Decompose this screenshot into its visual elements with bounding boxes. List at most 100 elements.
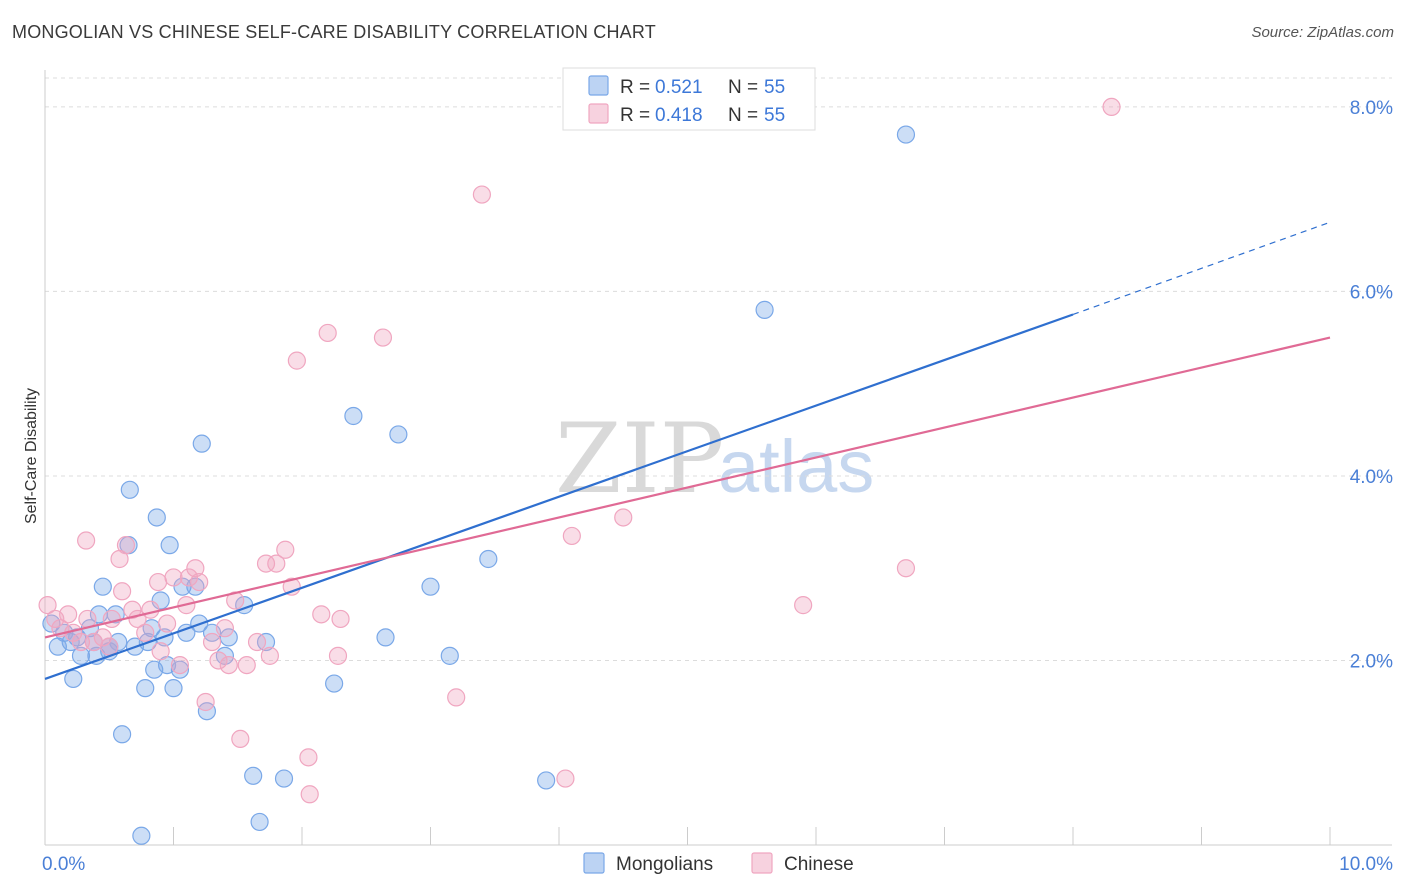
legend-r-label-chinese: R =: [620, 105, 650, 126]
chinese-point: [157, 614, 177, 633]
chinese-point: [100, 637, 119, 656]
chinese-point: [102, 609, 121, 629]
mongolians-point: [136, 679, 155, 698]
chinese-point: [190, 572, 209, 592]
chinese-point: [447, 688, 466, 707]
chinese-point: [78, 609, 97, 629]
bottom-legend-swatch-chinese: [751, 852, 773, 874]
y-axis-label: Self-Care Disability: [23, 388, 40, 524]
source-label: Source: ZipAtlas.com: [1251, 24, 1394, 41]
chinese-point: [116, 536, 136, 555]
bottom-legend: Mongolians Chinese: [583, 852, 854, 875]
mongolians-point: [160, 536, 179, 555]
chinese-point: [267, 554, 286, 573]
chinese-trend-line: [44, 336, 1331, 639]
chinese-point: [373, 328, 393, 347]
trend-lines: [44, 221, 1331, 680]
mongolians-point: [274, 769, 294, 788]
chinese-point: [318, 323, 337, 343]
legend-n-value-mongolians: 55: [764, 77, 785, 98]
chinese-point: [331, 609, 350, 629]
chinese-point: [219, 655, 238, 675]
bottom-legend-mongolians: Mongolians: [616, 854, 713, 875]
mongolians-point: [215, 646, 234, 665]
chinese-point: [151, 642, 170, 661]
chinese-point: [562, 526, 581, 546]
chinese-point: [299, 748, 318, 767]
mongolians-point: [479, 549, 498, 569]
mongolians-point: [376, 628, 395, 647]
mongolians-point: [164, 679, 183, 698]
y-tick-label: 4.0%: [1350, 467, 1393, 488]
mongolians-point: [147, 508, 166, 527]
chinese-point: [794, 596, 813, 615]
mongolians-point: [132, 826, 151, 845]
x-tick-label: 0.0%: [42, 854, 85, 875]
mongolians-point: [93, 577, 112, 596]
chinese-point: [196, 692, 215, 712]
chinese-point: [1102, 97, 1121, 117]
chinese-point: [209, 651, 228, 670]
chinese-point: [179, 568, 199, 587]
chinese-point: [59, 605, 78, 624]
legend-swatch-chinese: [588, 103, 609, 124]
chinese-point: [215, 619, 234, 638]
chinese-point: [312, 605, 331, 624]
bottom-legend-chinese: Chinese: [784, 854, 854, 875]
top-legend: R = 0.521 N = 55 R = 0.418 N = 55: [562, 67, 816, 131]
mongolians-point: [755, 300, 774, 319]
chinese-point: [472, 185, 491, 204]
mongolians-point: [244, 766, 263, 785]
y-tick-label: 6.0%: [1350, 282, 1393, 303]
watermark-atlas: atlas: [718, 425, 874, 508]
mongolians-point: [197, 702, 217, 721]
mongolians-point: [120, 480, 139, 499]
chinese-point: [38, 596, 57, 615]
chinese-point: [614, 508, 633, 527]
axes: [44, 70, 1392, 846]
mongolians-point: [440, 646, 459, 665]
chinese-point: [77, 531, 96, 550]
mongolians-point: [170, 660, 190, 679]
x-tick-label: 10.0%: [1339, 854, 1393, 875]
mongolians-point: [64, 669, 83, 689]
chinese-point: [202, 632, 222, 652]
chinese-point: [136, 623, 155, 642]
chinese-point: [231, 729, 250, 748]
chinese-point: [71, 632, 91, 652]
chinese-point: [328, 646, 348, 665]
legend-n-label-chinese: N =: [728, 105, 758, 126]
mongolians-point: [112, 725, 132, 744]
chinese-point: [148, 572, 168, 592]
legend-r-value-chinese: 0.418: [655, 105, 703, 126]
watermark: ZIP atlas: [555, 403, 874, 515]
mongolians-point: [192, 434, 211, 453]
mongolians-point: [250, 812, 269, 832]
tick-labels: 2.0% 4.0% 6.0% 8.0% 0.0% 10.0%: [42, 98, 1393, 875]
chinese-point: [93, 628, 112, 647]
chinese-point: [256, 554, 276, 573]
watermark-zip: ZIP: [555, 403, 724, 515]
chinese-point: [247, 632, 267, 652]
bottom-legend-swatch-mongolians: [583, 852, 605, 874]
chart-title: MONGOLIAN VS CHINESE SELF-CARE DISABILIT…: [12, 22, 656, 42]
mongolians-point: [896, 125, 916, 144]
series-chinese-points: [38, 97, 1121, 804]
mongolians-point: [537, 771, 556, 790]
mongolians-point: [344, 406, 363, 426]
chinese-point: [556, 769, 575, 788]
mongolians-point: [389, 425, 408, 444]
legend-r-value-mongolians: 0.521: [655, 77, 703, 98]
mongolians-point: [421, 577, 440, 596]
legend-n-value-chinese: 55: [764, 105, 785, 126]
chinese-point: [141, 600, 160, 619]
chinese-point: [276, 540, 295, 559]
y-tick-label: 8.0%: [1350, 98, 1393, 119]
chinese-point: [170, 655, 190, 675]
chinese-point: [123, 600, 142, 619]
y-tick-label: 2.0%: [1350, 651, 1393, 672]
mongolians-trend-line: [44, 313, 1074, 680]
mongolians-point: [151, 591, 170, 610]
chinese-point: [260, 646, 279, 665]
chinese-point: [237, 655, 256, 675]
